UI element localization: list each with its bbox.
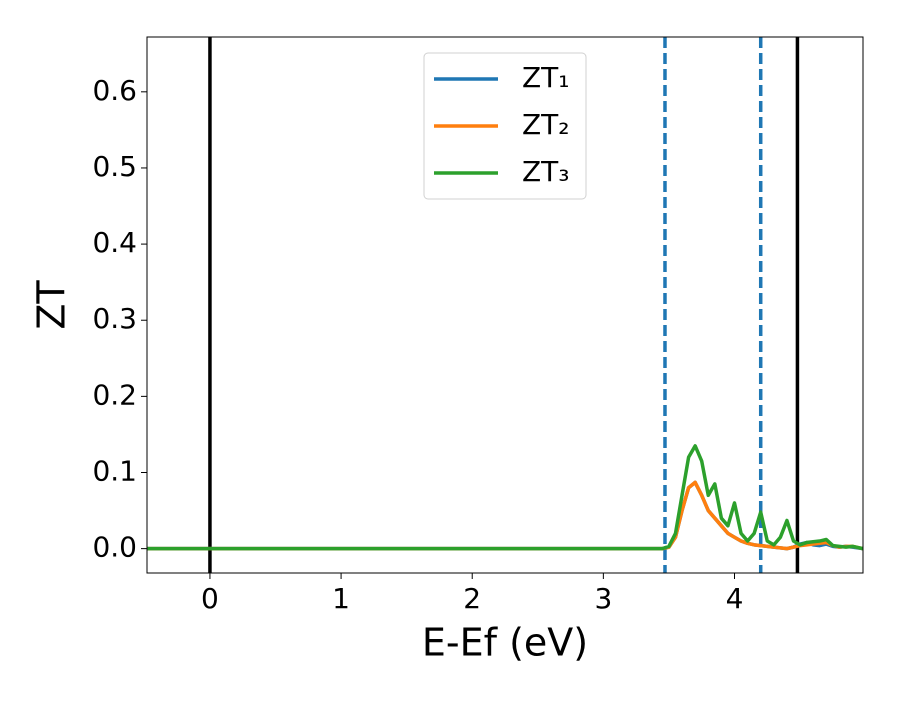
y-tick-label: 0.1 bbox=[92, 455, 137, 488]
y-tick-label: 0.3 bbox=[92, 302, 137, 335]
x-tick-label: 4 bbox=[726, 582, 744, 615]
y-tick-label: 0.4 bbox=[92, 226, 137, 259]
legend-box bbox=[423, 52, 587, 200]
series-line bbox=[147, 480, 863, 551]
series-line bbox=[147, 444, 863, 551]
legend-label: ZT₃ bbox=[522, 155, 570, 188]
legend-label: ZT₁ bbox=[522, 61, 570, 94]
y-tick-label: 0.0 bbox=[92, 531, 137, 564]
y-axis-label: ZT bbox=[30, 280, 74, 330]
legend: ZT₁ ZT₂ ZT₃ bbox=[423, 52, 587, 200]
x-tick-label: 0 bbox=[201, 582, 219, 615]
x-axis-label: E-Ef (eV) bbox=[422, 621, 588, 665]
y-tick-label: 0.5 bbox=[92, 150, 137, 183]
plot-frame bbox=[146, 36, 864, 574]
legend-label: ZT₂ bbox=[522, 108, 570, 141]
y-tick-label: 0.2 bbox=[92, 378, 137, 411]
x-tick-label: 1 bbox=[332, 582, 350, 615]
y-tick-label: 0.6 bbox=[92, 74, 137, 107]
plot-area bbox=[147, 37, 863, 573]
x-tick-label: 2 bbox=[463, 582, 481, 615]
x-tick-label: 3 bbox=[594, 582, 612, 615]
